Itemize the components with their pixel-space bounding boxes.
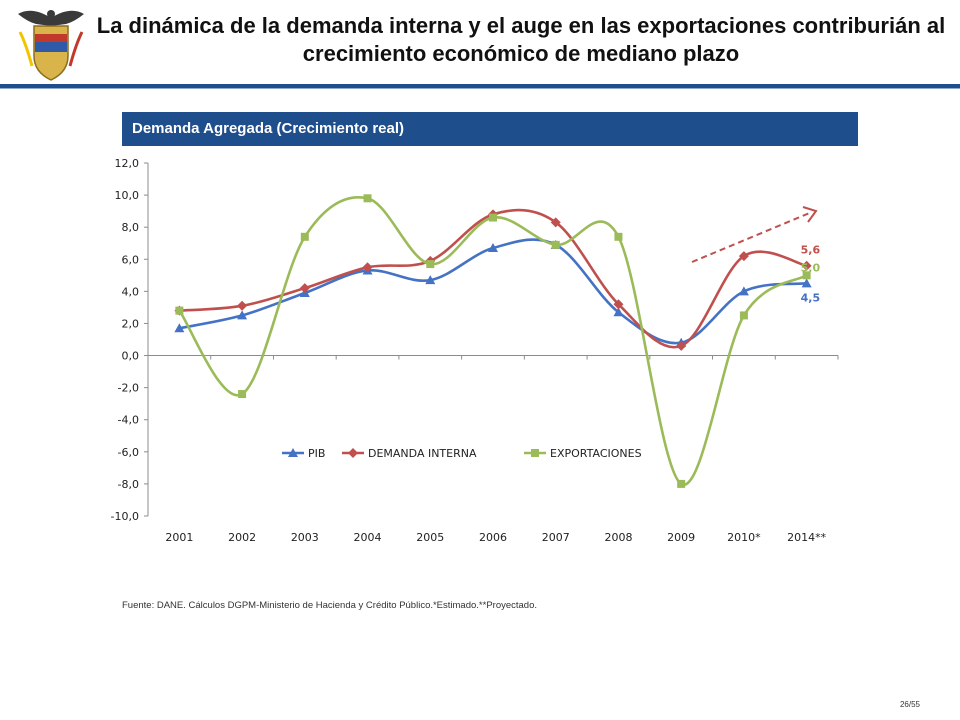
data-point-demanda-interna xyxy=(488,209,498,220)
trend-arrow-head xyxy=(802,206,818,223)
data-point-demanda-interna xyxy=(425,255,436,266)
data-point-pib xyxy=(738,286,749,296)
x-tick-label: 2008 xyxy=(604,531,632,544)
source-note: Fuente: DANE. Cálculos DGPM-Ministerio d… xyxy=(122,600,538,611)
data-point-exportaciones xyxy=(238,390,247,399)
data-point-pib xyxy=(676,337,687,347)
data-point-exportaciones xyxy=(489,213,497,222)
x-tick-label: 2009 xyxy=(667,531,695,544)
data-point-demanda-interna xyxy=(613,299,624,310)
x-tick-label: 2010* xyxy=(727,531,761,544)
data-point-pib xyxy=(362,265,373,275)
x-tick-label: 2007 xyxy=(542,531,570,544)
chart-markers xyxy=(174,194,812,488)
x-tick-label: 2005 xyxy=(416,531,444,544)
data-point-exportaciones xyxy=(426,260,435,269)
x-tick-label: 2001 xyxy=(165,531,193,544)
data-point-pib xyxy=(237,310,248,320)
legend-marker-exportaciones xyxy=(531,449,539,457)
y-tick-label: 4,0 xyxy=(122,285,140,298)
data-point-exportaciones xyxy=(300,232,309,241)
data-point-demanda-interna xyxy=(550,217,561,228)
data-point-exportaciones xyxy=(614,232,623,241)
legend-marker-demanda-interna xyxy=(348,448,358,458)
y-tick-label: 2,0 xyxy=(122,317,140,330)
data-point-pib xyxy=(299,287,310,297)
shield-band-blue xyxy=(35,42,67,52)
x-tick-label: 2002 xyxy=(228,531,256,544)
trend-arrow-shaft xyxy=(691,211,813,263)
data-point-demanda-interna xyxy=(299,283,310,294)
data-point-exportaciones xyxy=(175,306,184,315)
x-tick-label: 2006 xyxy=(479,531,507,544)
data-point-pib xyxy=(174,323,185,333)
end-label-exportaciones: 5,0 xyxy=(801,261,821,274)
data-point-demanda-interna xyxy=(174,305,185,316)
chart-legend: PIB DEMANDA INTERNA EXPORTACIONES xyxy=(282,447,642,460)
flag-left xyxy=(18,31,34,67)
page-number: 26/55 xyxy=(899,700,920,709)
x-tick-label: 2004 xyxy=(354,531,382,544)
colombia-coat-of-arms-icon xyxy=(18,10,84,81)
y-tick-label: -4,0 xyxy=(118,414,139,427)
data-point-demanda-interna xyxy=(237,300,248,311)
end-label-demanda-interna: 5,6 xyxy=(801,244,821,257)
legend-label-pib: PIB xyxy=(308,447,325,460)
y-tick-label: 8,0 xyxy=(122,221,140,234)
data-point-exportaciones xyxy=(363,194,372,203)
data-point-exportaciones xyxy=(551,240,560,249)
data-point-pib xyxy=(550,239,561,249)
y-tick-label: 12,0 xyxy=(115,157,140,170)
series-line-pib xyxy=(179,238,807,345)
data-point-pib xyxy=(613,307,624,317)
legend-label-demanda-interna: DEMANDA INTERNA xyxy=(368,447,477,460)
y-tick-label: 10,0 xyxy=(115,189,140,202)
data-point-exportaciones xyxy=(677,479,686,488)
y-tick-label: -8,0 xyxy=(118,478,139,491)
data-point-pib xyxy=(425,275,436,285)
data-point-pib xyxy=(488,243,498,253)
slide-title: La dinámica de la demanda interna y el a… xyxy=(96,13,946,66)
title-rule xyxy=(0,84,960,89)
end-label-pib: 4,5 xyxy=(801,291,821,304)
chart-labels: 5,6 5,0 4,5 xyxy=(691,206,821,304)
chart-header: Demanda Agregada (Crecimiento real) xyxy=(122,112,858,146)
x-tick-label: 2014** xyxy=(787,531,826,544)
series-line-demanda-interna xyxy=(179,208,807,349)
data-point-demanda-interna xyxy=(801,260,812,271)
legend-label-exportaciones: EXPORTACIONES xyxy=(550,447,642,460)
flag-right xyxy=(68,31,84,67)
legend-marker-pib xyxy=(288,448,298,457)
data-point-pib xyxy=(801,278,812,288)
x-tick-label: 2003 xyxy=(291,531,319,544)
y-tick-label: -10,0 xyxy=(111,510,139,523)
data-point-demanda-interna xyxy=(362,262,373,273)
shield-band-red xyxy=(35,34,67,42)
y-tick-label: -6,0 xyxy=(118,446,139,459)
y-tick-label: 0,0 xyxy=(122,350,140,363)
data-point-demanda-interna xyxy=(676,340,687,351)
data-point-demanda-interna xyxy=(738,251,749,262)
chart-series xyxy=(178,196,808,486)
data-point-exportaciones xyxy=(802,271,811,280)
y-tick-label: -2,0 xyxy=(118,382,139,395)
condor-head xyxy=(47,10,55,18)
condor-wings xyxy=(18,10,84,26)
series-line-exportaciones xyxy=(178,196,808,486)
data-point-exportaciones xyxy=(739,311,748,320)
chart-axes: -10,0 -8,0 -6,0 -4,0 -2,0 0,0 2,0 4,0 6,0 8,0 10,0… xyxy=(111,157,839,544)
y-tick-label: 6,0 xyxy=(122,253,140,266)
